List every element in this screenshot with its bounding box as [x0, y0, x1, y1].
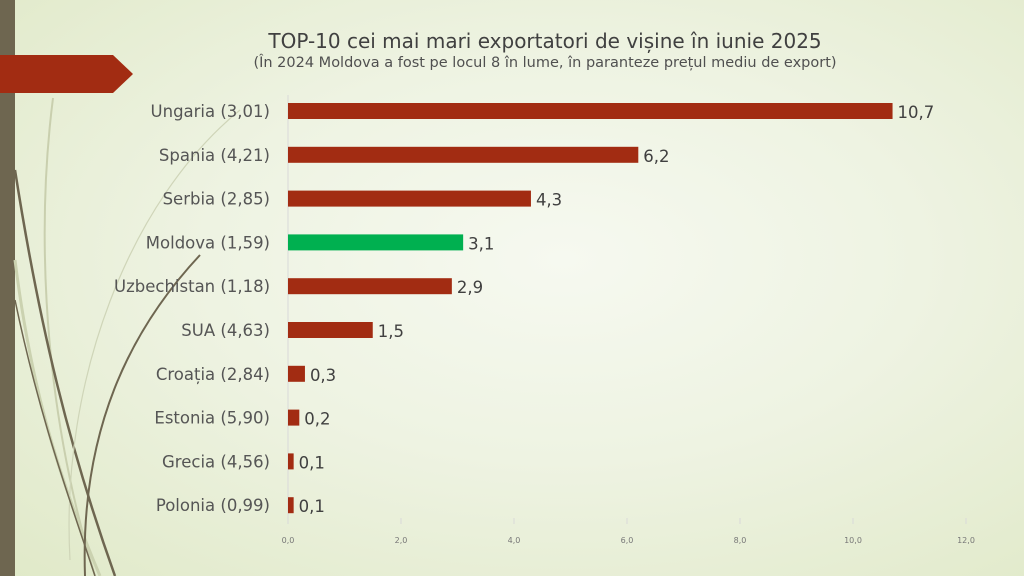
x-tick-label: 2,0 — [395, 536, 408, 545]
decorative-curves — [13, 97, 241, 576]
category-label: Moldova (1,59) — [146, 233, 270, 252]
bar-sua — [288, 322, 373, 338]
category-label: Serbia (2,85) — [163, 190, 270, 209]
data-label: 2,9 — [457, 278, 483, 297]
category-label: Polonia (0,99) — [156, 496, 270, 515]
category-label: Grecia (4,56) — [162, 452, 270, 471]
x-tick-label: 8,0 — [734, 536, 747, 545]
bar-estonia — [288, 409, 300, 426]
bar-grecia — [288, 453, 294, 470]
data-label: 3,1 — [468, 234, 494, 253]
data-label: 0,3 — [310, 366, 336, 385]
bar-moldova — [288, 234, 464, 251]
title-banner-arrow — [0, 55, 133, 93]
category-label: Croația (2,84) — [156, 365, 270, 384]
bar-serbia — [288, 190, 531, 207]
category-label: Spania (4,21) — [159, 146, 270, 165]
category-label: SUA (4,63) — [181, 321, 270, 340]
x-tick-label: 12,0 — [957, 536, 975, 545]
data-label: 0,1 — [299, 453, 325, 472]
data-label: 10,7 — [898, 103, 935, 122]
category-label: Ungaria (3,01) — [151, 102, 270, 121]
x-tick-label: 0,0 — [282, 536, 295, 545]
data-label: 0,1 — [299, 497, 325, 516]
chart-subtitle: (În 2024 Moldova a fost pe locul 8 în lu… — [253, 55, 837, 71]
bar-spania — [288, 146, 639, 163]
data-label: 1,5 — [378, 322, 404, 341]
x-tick-label: 4,0 — [508, 536, 521, 545]
left-sidebar-strip — [0, 0, 15, 576]
category-label: Uzbechistan (1,18) — [114, 277, 270, 296]
chart-title: TOP-10 cei mai mari exportatori de vișin… — [268, 29, 822, 53]
bar-uzbechistan — [288, 278, 452, 295]
x-tick-label: 6,0 — [621, 536, 634, 545]
data-label: 0,2 — [304, 410, 330, 429]
bar-croația — [288, 365, 305, 382]
x-tick-label: 10,0 — [844, 536, 862, 545]
data-label: 4,3 — [536, 191, 562, 210]
bar-ungaria — [288, 103, 893, 119]
category-label: Estonia (5,90) — [154, 409, 270, 428]
data-label: 6,2 — [643, 147, 669, 166]
bar-polonia — [288, 497, 294, 514]
